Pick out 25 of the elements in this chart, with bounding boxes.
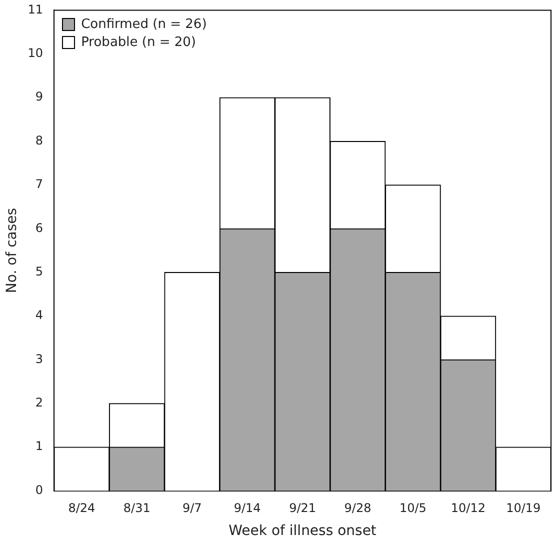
y-tick-label: 3	[35, 352, 44, 366]
x-tick-label: 9/7	[182, 501, 202, 516]
y-tick-label: 10	[28, 46, 44, 60]
x-axis-title: Week of illness onset	[228, 523, 377, 540]
y-tick-label: 11	[28, 2, 44, 16]
y-axis-title: No. of cases	[4, 208, 20, 294]
x-tick-label: 10/19	[506, 501, 541, 516]
legend-label: Confirmed (n = 26)	[81, 17, 207, 32]
y-tick-label: 5	[35, 264, 44, 278]
y-tick-label: 8	[35, 133, 44, 148]
x-tick-label: 9/21	[289, 501, 316, 516]
y-tick-label: 9	[35, 90, 44, 104]
y-tick-label: 4	[35, 308, 44, 322]
x-tick-label: 10/5	[399, 501, 426, 516]
y-tick-label: 6	[35, 220, 44, 235]
y-tick-label: 7	[35, 177, 44, 192]
y-tick-label: 0	[35, 482, 44, 497]
x-tick-label: 9/14	[234, 501, 261, 516]
y-tick-label: 2	[35, 396, 44, 410]
x-tick-label: 8/24	[68, 501, 96, 516]
x-tick-label: 10/12	[450, 501, 486, 516]
text: Probable (n = 20)	[81, 35, 196, 50]
x-tick-label: 9/28	[344, 501, 372, 516]
x-tick-label: 8/31	[123, 501, 150, 516]
y-tick-label: 1	[35, 439, 44, 454]
